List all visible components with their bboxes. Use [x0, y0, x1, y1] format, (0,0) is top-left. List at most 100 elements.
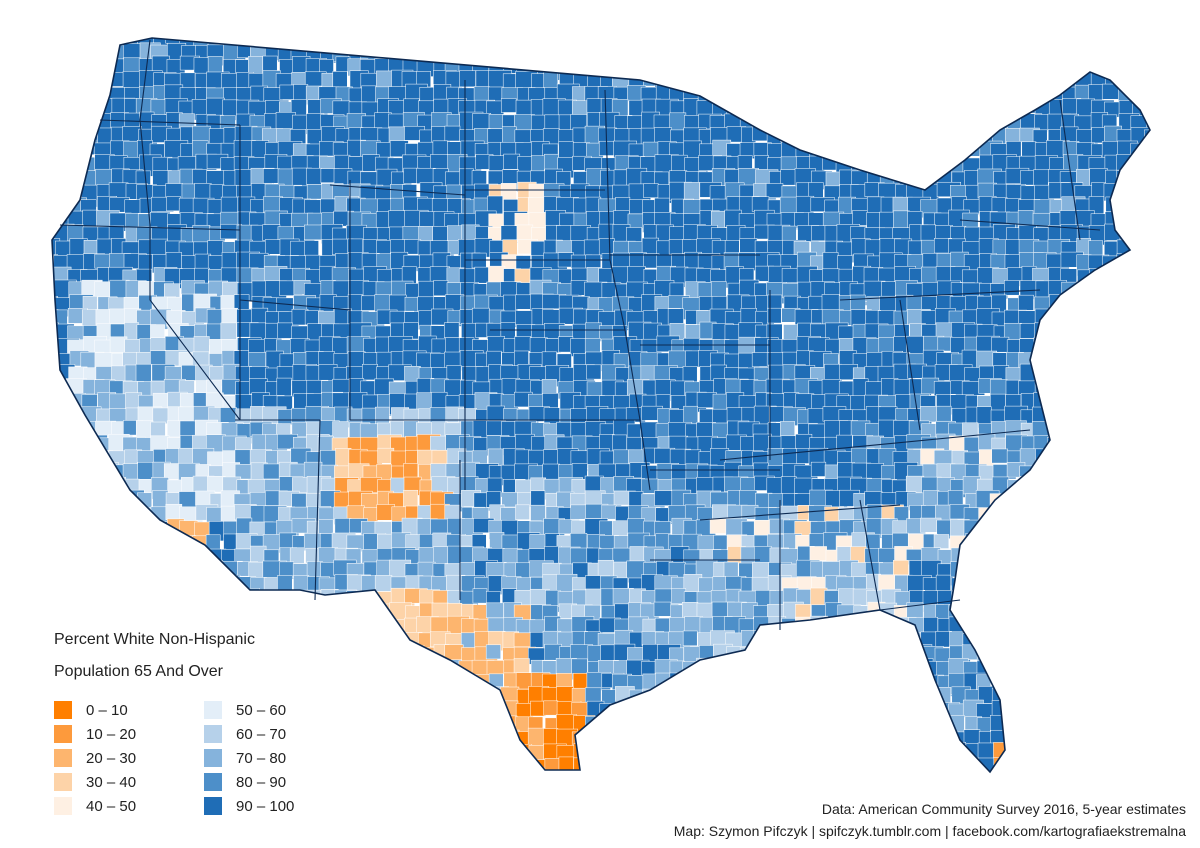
- county-cell: [1129, 170, 1148, 192]
- county-cell: [937, 336, 953, 352]
- county-cell: [1021, 548, 1038, 566]
- county-cell: [346, 38, 364, 49]
- county-cell: [67, 115, 89, 137]
- county-cell: [1104, 701, 1126, 718]
- county-cell: [177, 546, 193, 569]
- county-cell: [1103, 367, 1122, 384]
- county-cell: [977, 575, 998, 595]
- county-cell: [277, 590, 298, 606]
- county-cell: [668, 42, 691, 60]
- county-cell: [769, 703, 785, 724]
- county-cell: [894, 57, 920, 75]
- county-cell: [1090, 743, 1108, 759]
- county-cell: [797, 688, 822, 710]
- county-cell: [1105, 281, 1128, 303]
- county-cell: [1063, 742, 1080, 760]
- county-cell: [52, 198, 54, 219]
- county-cell: [361, 728, 384, 750]
- county-cell: [878, 114, 897, 135]
- county-cell: [1019, 323, 1044, 339]
- county-cell: [1117, 184, 1136, 206]
- county-cell: [922, 770, 937, 772]
- county-cell: [921, 85, 945, 108]
- county-cell: [1076, 588, 1095, 605]
- county-cell: [93, 576, 112, 596]
- county-cell: [359, 423, 380, 439]
- county-cell: [1088, 268, 1104, 291]
- county-cell: [808, 758, 831, 772]
- county-cell: [544, 45, 562, 67]
- county-cell: [416, 672, 435, 688]
- county-cell: [725, 758, 743, 772]
- county-cell: [486, 602, 504, 619]
- county-cell: [838, 700, 858, 715]
- county-cell: [1091, 38, 1107, 45]
- county-cell: [782, 730, 804, 749]
- county-cell: [571, 100, 590, 117]
- county-cell: [1075, 521, 1098, 544]
- legend-swatch: [204, 701, 222, 719]
- county-cell: [124, 504, 139, 520]
- county-cell: [1087, 758, 1112, 772]
- county-cell: [417, 743, 442, 763]
- county-cell: [1005, 618, 1025, 640]
- county-cell: [433, 742, 450, 758]
- county-cell: [402, 675, 422, 698]
- county-cell: [934, 728, 950, 750]
- county-cell: [1132, 476, 1150, 494]
- county-cell: [965, 42, 990, 65]
- county-cell: [82, 478, 100, 499]
- county-cell: [671, 744, 693, 763]
- county-cell: [808, 86, 831, 109]
- county-cell: [69, 548, 86, 568]
- county-cell: [1076, 281, 1092, 301]
- county-cell: [1047, 521, 1064, 536]
- county-cell: [920, 72, 938, 87]
- county-cell: [1075, 462, 1092, 481]
- county-cell: [895, 155, 914, 173]
- county-cell: [472, 56, 490, 72]
- county-cell: [1020, 531, 1040, 549]
- county-cell: [502, 787, 520, 807]
- legend-item-40-50: 40 – 50: [54, 794, 204, 818]
- county-cell: [97, 547, 113, 563]
- county-cell: [68, 44, 88, 64]
- county-cell: [206, 573, 223, 591]
- county-cell: [362, 363, 378, 381]
- county-cell: [781, 757, 800, 772]
- county-cell: [709, 59, 729, 77]
- county-cell: [850, 45, 865, 67]
- county-cell: [670, 38, 689, 49]
- county-cell: [766, 630, 791, 648]
- county-cell: [1018, 294, 1034, 311]
- county-cell: [822, 84, 846, 101]
- county-cell: [1074, 448, 1093, 463]
- county-cell: [864, 491, 883, 507]
- legend-item-50-60: 50 – 60: [204, 698, 354, 722]
- county-cell: [796, 98, 819, 115]
- county-cell: [1063, 675, 1087, 691]
- county-cell: [528, 784, 543, 804]
- county-cell: [601, 756, 618, 772]
- county-cell: [780, 688, 803, 704]
- county-cell: [769, 112, 788, 134]
- county-cell: [640, 421, 659, 440]
- county-cell: [964, 38, 980, 48]
- legend-item-80-90: 80 – 90: [204, 770, 354, 794]
- county-cell: [922, 100, 939, 122]
- county-cell: [1133, 366, 1148, 386]
- legend-swatch: [204, 725, 222, 743]
- county-cell: [867, 757, 886, 772]
- county-cell: [1131, 518, 1150, 540]
- county-cell: [1129, 182, 1146, 202]
- county-cell: [446, 674, 464, 693]
- county-cell: [629, 43, 653, 66]
- county-cell: [881, 741, 901, 763]
- county-cell: [1063, 464, 1081, 481]
- county-cell: [1061, 57, 1086, 76]
- county-cell: [82, 38, 104, 47]
- county-cell: [783, 113, 807, 131]
- county-cell: [586, 57, 608, 78]
- county-cell: [993, 70, 1012, 94]
- county-cell: [948, 38, 970, 43]
